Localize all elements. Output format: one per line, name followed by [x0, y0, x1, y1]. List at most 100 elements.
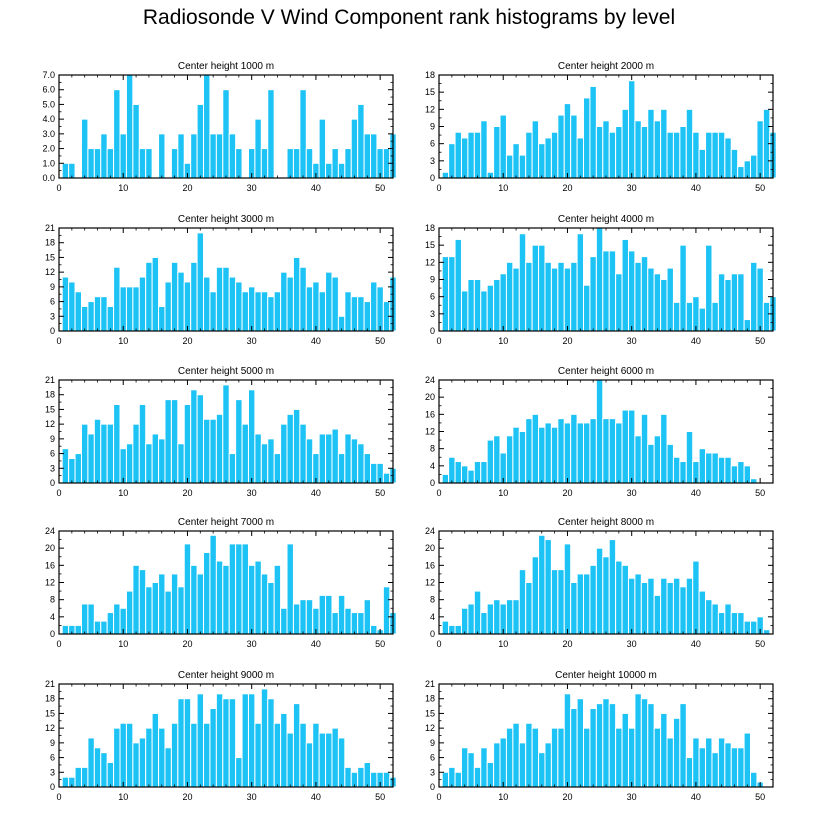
histogram-bar: [460, 747, 469, 788]
x-tick-label: 10: [498, 639, 508, 649]
y-tick-label: 0: [50, 326, 55, 336]
histogram-bar: [344, 607, 352, 635]
histogram-bar: [595, 379, 604, 484]
histogram-bar: [100, 620, 108, 635]
histogram-bar: [627, 727, 636, 788]
histogram-bar: [666, 582, 674, 635]
y-tick-label: 15: [45, 404, 55, 414]
histogram-bar: [158, 573, 166, 635]
y-tick-label: 0: [50, 478, 55, 488]
histogram-bar: [138, 148, 147, 179]
histogram-bar: [100, 296, 108, 332]
x-tick-label: 30: [627, 488, 637, 498]
histogram-bar: [544, 422, 552, 484]
histogram-bar: [267, 296, 275, 332]
x-tick-label: 50: [375, 336, 385, 346]
histogram-bar: [222, 698, 230, 788]
histogram-bar: [312, 281, 320, 332]
y-tick-label: 0: [430, 326, 435, 336]
x-tick-label: 50: [375, 639, 385, 649]
histogram-bar: [183, 698, 192, 788]
histogram-bar: [331, 612, 339, 635]
histogram-bar: [493, 742, 501, 788]
histogram-bar: [106, 148, 115, 179]
histogram-bar: [640, 698, 649, 788]
histogram-bar: [454, 461, 462, 484]
histogram-bar: [570, 708, 578, 788]
histogram-bar: [473, 766, 482, 788]
histogram-bar: [660, 577, 668, 635]
x-tick-label: 30: [247, 639, 257, 649]
histogram-bar: [550, 727, 559, 788]
histogram-bar: [685, 757, 694, 788]
histogram-bar: [87, 737, 95, 788]
histogram-bar: [305, 148, 314, 179]
histogram-bar: [499, 273, 507, 332]
histogram-bar: [480, 120, 488, 179]
histogram-panel: Center height 2000 m 0 10 20 30 40 50 0 3 6 9 12 15 1…: [425, 61, 777, 193]
panel-title: Center height 3000 m: [178, 214, 274, 225]
x-tick-label: 30: [247, 488, 257, 498]
histogram-bar: [151, 582, 160, 635]
histogram-bar: [222, 564, 230, 635]
histogram-bar: [705, 599, 713, 635]
histogram-bar: [563, 693, 572, 788]
histogram-panel: Center height 7000 m 0 10 20 30 40 50 0 4 8 12 16 20…: [45, 517, 397, 649]
histogram-bar: [286, 413, 294, 484]
histogram-bar: [106, 305, 115, 332]
histogram-bar: [467, 131, 475, 179]
histogram-bar: [325, 271, 333, 332]
histogram-bar: [222, 89, 230, 179]
histogram-bar: [350, 438, 359, 484]
y-tick-label: 9: [430, 275, 435, 285]
histogram-bar: [486, 284, 495, 332]
x-tick-label: 20: [562, 336, 572, 346]
y-tick-label: 3: [50, 767, 55, 777]
histogram-bar: [273, 722, 282, 788]
histogram-bar: [196, 232, 205, 332]
histogram-bar: [737, 166, 745, 179]
histogram-bar: [570, 261, 578, 332]
histogram-bar: [512, 267, 520, 332]
histogram-bar: [363, 761, 372, 788]
x-tick-label: 50: [755, 336, 765, 346]
histogram-bar: [518, 154, 527, 179]
histogram-bar: [113, 727, 121, 788]
histogram-bar: [557, 114, 565, 179]
histogram-bar: [209, 418, 217, 484]
histogram-bar: [473, 279, 482, 332]
histogram-bar: [344, 766, 352, 788]
histogram-bar: [480, 290, 488, 332]
y-tick-label: 5.0: [42, 99, 55, 109]
histogram-bar: [692, 560, 700, 635]
panel-title: Center height 4000 m: [558, 214, 654, 225]
histogram-bar: [363, 599, 372, 635]
histogram-bar: [544, 261, 552, 332]
histogram-bar: [717, 456, 726, 484]
x-tick-label: 10: [498, 336, 508, 346]
histogram-bar: [634, 693, 642, 788]
x-tick-label: 30: [247, 183, 257, 193]
histogram-bar: [505, 261, 514, 332]
histogram-bar: [454, 131, 462, 179]
histogram-bar: [299, 722, 307, 788]
histogram-bar: [331, 276, 339, 332]
histogram-bar: [538, 244, 546, 332]
histogram-bar: [235, 543, 243, 635]
histogram-bar: [473, 590, 482, 635]
histogram-bar: [119, 133, 127, 179]
histogram-bar: [653, 273, 662, 332]
histogram-bar: [538, 534, 546, 635]
histogram-bar: [737, 612, 745, 635]
histogram-bar: [350, 118, 359, 179]
histogram-bar: [80, 305, 89, 332]
histogram-bar: [705, 244, 713, 332]
histogram-bar: [525, 418, 533, 484]
x-tick-label: 0: [56, 183, 61, 193]
histogram-bar: [493, 279, 501, 332]
histogram-bar: [730, 612, 739, 635]
y-tick-label: 3: [50, 463, 55, 473]
histogram-bar: [615, 560, 623, 635]
histogram-bar: [634, 435, 642, 484]
histogram-bar: [318, 291, 327, 332]
